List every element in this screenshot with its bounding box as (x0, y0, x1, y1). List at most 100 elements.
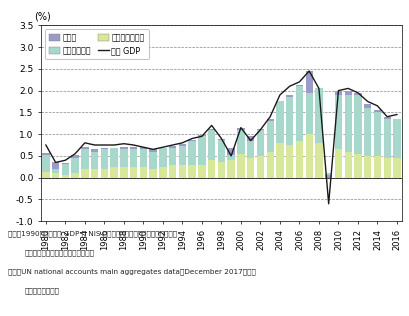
Bar (110, 148, 117, 149)
Bar (120, 167, 127, 178)
Bar (207, 160, 215, 178)
Bar (392, 119, 400, 158)
Bar (42, 153, 49, 173)
Bar (217, 139, 225, 140)
Text: 経済産業省作成。: 経済産業省作成。 (25, 288, 59, 294)
Bar (392, 158, 400, 178)
Bar (52, 173, 59, 178)
Bar (276, 101, 283, 143)
Bar (344, 91, 351, 95)
Bar (246, 136, 254, 141)
Bar (188, 141, 196, 165)
Bar (71, 155, 79, 158)
Bar (101, 149, 108, 169)
Bar (130, 147, 137, 167)
Bar (353, 154, 361, 178)
Bar (149, 169, 156, 178)
Bar (344, 152, 351, 178)
Bar (227, 148, 234, 155)
Bar (324, 173, 332, 175)
Bar (353, 93, 361, 95)
Bar (110, 167, 117, 178)
Bar (334, 91, 341, 95)
Bar (139, 147, 147, 149)
Bar (81, 169, 88, 178)
Bar (52, 162, 59, 169)
Bar (237, 128, 244, 130)
Bar (62, 163, 69, 164)
Bar (91, 149, 98, 169)
Bar (237, 154, 244, 178)
Bar (363, 108, 371, 156)
Bar (42, 153, 49, 155)
Bar (227, 148, 234, 160)
Bar (285, 95, 292, 97)
Bar (62, 164, 69, 175)
Bar (178, 146, 186, 165)
Bar (276, 143, 283, 178)
Bar (42, 173, 49, 178)
Bar (295, 85, 302, 86)
Bar (363, 104, 371, 108)
Bar (382, 117, 390, 158)
Bar (324, 173, 332, 178)
Bar (217, 162, 225, 178)
Bar (334, 91, 341, 149)
Bar (285, 95, 292, 145)
Text: 資料：UN national accounts main aggregates data（December 2017）から: 資料：UN national accounts main aggregates … (8, 269, 256, 275)
Bar (169, 146, 176, 165)
Bar (130, 147, 137, 149)
Bar (149, 149, 156, 169)
Bar (246, 158, 254, 178)
Bar (334, 149, 341, 178)
Bar (178, 165, 186, 178)
Bar (276, 100, 283, 101)
Bar (52, 162, 59, 173)
Bar (305, 134, 312, 178)
Bar (266, 119, 273, 121)
Bar (266, 121, 273, 152)
Bar (256, 129, 263, 130)
Bar (149, 149, 156, 152)
Bar (110, 149, 117, 167)
Bar (373, 156, 380, 178)
Bar (159, 167, 166, 178)
Bar (373, 112, 380, 156)
Bar (178, 144, 186, 146)
Bar (305, 71, 312, 93)
Bar (120, 147, 127, 149)
Legend: 純輸出, 最終消費支出, 総固定資本形成, 実質 GDP: 純輸出, 最終消費支出, 総固定資本形成, 実質 GDP (45, 29, 148, 59)
Bar (324, 175, 332, 178)
Bar (71, 173, 79, 178)
Bar (246, 136, 254, 158)
Bar (91, 169, 98, 178)
Bar (217, 140, 225, 162)
Text: 備考：1990年から実質 GDP は NIS 諸国の統計データが加算され、見かけ: 備考：1990年から実質 GDP は NIS 諸国の統計データが加算され、見かけ (8, 231, 177, 237)
Bar (295, 86, 302, 141)
Bar (207, 129, 215, 130)
Bar (120, 147, 127, 167)
Bar (285, 145, 292, 178)
Text: (%): (%) (34, 11, 50, 21)
Bar (295, 141, 302, 178)
Bar (363, 156, 371, 178)
Bar (207, 130, 215, 160)
Text: 上成長率が大きく見えるため除外。: 上成長率が大きく見えるため除外。 (25, 250, 94, 256)
Bar (315, 88, 322, 143)
Bar (315, 143, 322, 178)
Bar (198, 136, 205, 165)
Bar (71, 158, 79, 173)
Bar (130, 167, 137, 178)
Bar (344, 91, 351, 152)
Bar (256, 156, 263, 178)
Bar (139, 167, 147, 178)
Bar (353, 95, 361, 154)
Bar (169, 165, 176, 178)
Bar (305, 71, 312, 134)
Bar (188, 140, 196, 141)
Bar (81, 149, 88, 169)
Bar (188, 165, 196, 178)
Bar (237, 130, 244, 154)
Bar (101, 169, 108, 178)
Bar (382, 117, 390, 119)
